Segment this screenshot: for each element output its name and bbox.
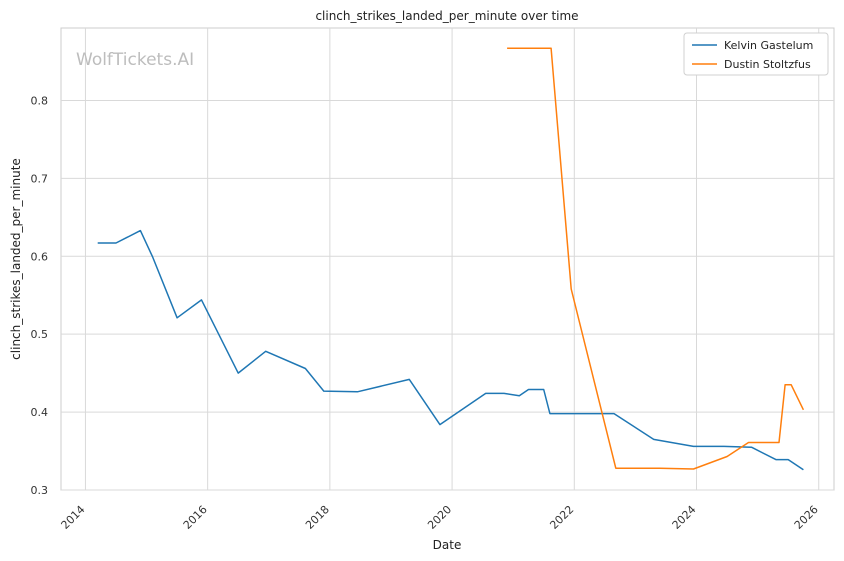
- grid-lines: [61, 28, 834, 491]
- watermark-text: WolfTickets.AI: [76, 50, 194, 70]
- y-tick-label: 0.8: [31, 94, 49, 107]
- y-tick-labels: 0.3 0.4 0.5 0.6 0.7 0.8: [31, 94, 49, 497]
- legend-label-dustin: Dustin Stoltzfus: [724, 58, 811, 71]
- series-line-0: [97, 229, 804, 471]
- series-line-1: [507, 47, 805, 470]
- legend-label-kelvin: Kelvin Gastelum: [724, 39, 813, 52]
- legend-box: [683, 32, 829, 76]
- legend: Kelvin Gastelum Dustin Stoltzfus: [683, 32, 829, 76]
- plot-area: [60, 27, 835, 491]
- chart-title: clinch_strikes_landed_per_minute over ti…: [315, 9, 578, 23]
- y-axis-label: clinch_strikes_landed_per_minute: [9, 158, 23, 360]
- y-tick-label: 0.5: [31, 328, 49, 341]
- series-lines: [97, 47, 805, 471]
- y-tick-label: 0.4: [31, 406, 49, 419]
- y-tick-label: 0.6: [31, 250, 49, 263]
- y-tick-label: 0.7: [31, 172, 49, 185]
- y-tick-label: 0.3: [31, 484, 49, 497]
- x-axis-label: Date: [433, 538, 462, 552]
